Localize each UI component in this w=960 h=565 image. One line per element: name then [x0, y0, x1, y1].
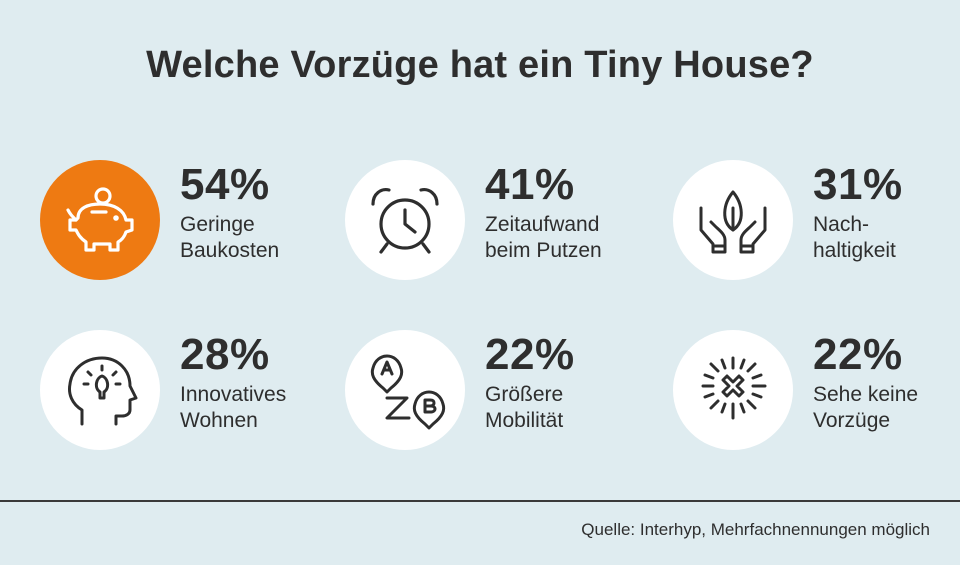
stat-label-line: Innovatives — [180, 383, 287, 406]
stat-label-line: Vorzüge — [813, 409, 891, 432]
stat-label: Nach- haltigkeit — [813, 212, 960, 264]
source-note: Quelle: Interhyp, Mehrfachnennungen mögl… — [581, 520, 930, 539]
stat-label-line: haltigkeit — [813, 239, 896, 262]
stat-value: 54% — [180, 160, 270, 209]
stat-item-innovatives-wohnen: 28% Innovatives Wohnen — [40, 330, 340, 460]
stat-label-line: Baukosten — [180, 239, 280, 262]
icon-circle — [673, 160, 793, 280]
stat-value: 22% — [813, 330, 903, 379]
stat-label: Innovatives Wohnen — [180, 382, 350, 434]
stat-label: Größere Mobilität — [485, 382, 655, 434]
icon-circle — [345, 330, 465, 450]
stat-label-line: beim Putzen — [485, 239, 602, 262]
stat-value: 28% — [180, 330, 270, 379]
stat-item-geringe-baukosten: 54% Geringe Baukosten — [40, 160, 340, 290]
stat-item-groessere-mobilitaet: 22% Größere Mobilität — [345, 330, 645, 460]
stat-label-line: Nach- — [813, 213, 870, 236]
stat-label-line: Zeitaufwand — [485, 213, 600, 236]
stat-label: Geringe Baukosten — [180, 212, 350, 264]
head-lightbulb-icon — [68, 356, 138, 426]
stat-item-zeitaufwand: 41% Zeitaufwand beim Putzen — [345, 160, 645, 290]
stat-value: 41% — [485, 160, 575, 209]
hands-leaf-icon — [699, 190, 767, 254]
icon-circle — [40, 160, 160, 280]
chart-title: Welche Vorzüge hat ein Tiny House? — [146, 44, 814, 86]
stat-label: Zeitaufwand beim Putzen — [485, 212, 655, 264]
icon-circle — [345, 160, 465, 280]
stat-value: 22% — [485, 330, 575, 379]
stat-label: Sehe keine Vorzüge — [813, 382, 960, 434]
stat-label-line: Wohnen — [180, 409, 258, 432]
stat-label-line: Größere — [485, 383, 564, 406]
stat-value: 31% — [813, 160, 903, 209]
alarm-clock-icon — [371, 188, 439, 254]
icon-circle — [673, 330, 793, 450]
burst-x-icon — [701, 356, 767, 420]
icon-circle — [40, 330, 160, 450]
stat-item-sehe-keine-vorzuege: 22% Sehe keine Vorzüge — [673, 330, 960, 460]
divider — [0, 500, 960, 502]
stat-item-nachhaltigkeit: 31% Nach- haltigkeit — [673, 160, 960, 290]
route-a-to-b-icon — [370, 354, 446, 430]
stat-label-line: Geringe — [180, 213, 255, 236]
stat-label-line: Mobilität — [485, 409, 564, 432]
stat-label-line: Sehe keine — [813, 383, 919, 406]
piggy-bank-icon — [66, 187, 134, 252]
